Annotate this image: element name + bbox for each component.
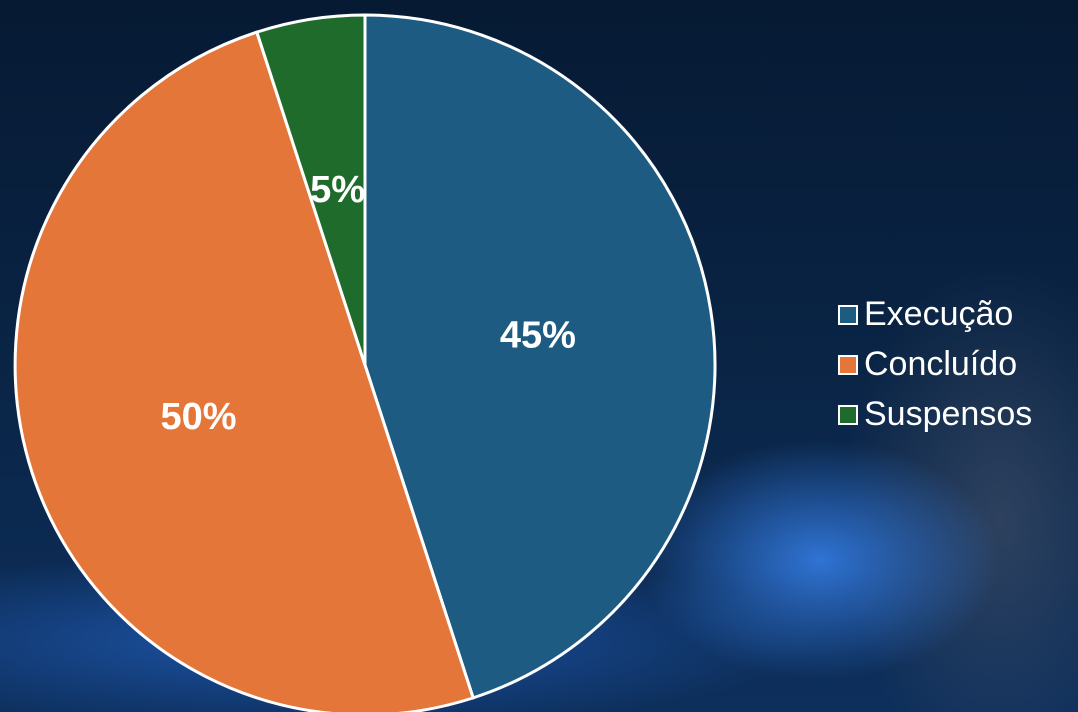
data-label: 50% bbox=[161, 396, 237, 438]
pie-slice bbox=[363, 13, 717, 700]
data-label: 5% bbox=[310, 169, 365, 211]
pie-slice bbox=[13, 30, 476, 712]
legend-label: Concluído bbox=[864, 345, 1017, 383]
legend-swatch bbox=[838, 305, 858, 325]
pie-slice bbox=[254, 13, 367, 366]
legend-label: Suspensos bbox=[864, 395, 1032, 433]
legend-label: Execução bbox=[864, 295, 1013, 333]
data-label: 45% bbox=[500, 315, 576, 357]
legend-swatch bbox=[838, 355, 858, 375]
legend-swatch bbox=[838, 405, 858, 425]
